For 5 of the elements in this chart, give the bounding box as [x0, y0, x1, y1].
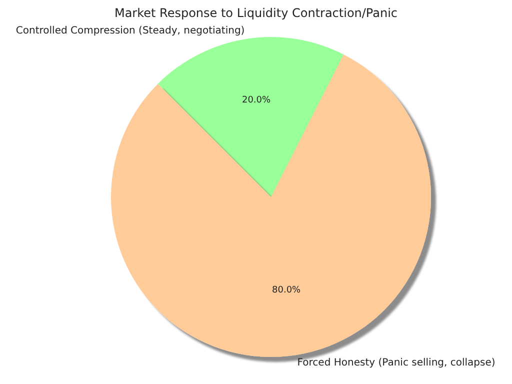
slice-label: Controlled Compression (Steady, negotiating) — [16, 26, 245, 37]
chart-title: Market Response to Liquidity Contraction/Panic — [114, 6, 398, 20]
slice-label: Forced Honesty (Panic selling, collapse) — [297, 357, 496, 368]
data-label: 80.0% — [272, 285, 302, 296]
data-label: 20.0% — [242, 96, 272, 106]
